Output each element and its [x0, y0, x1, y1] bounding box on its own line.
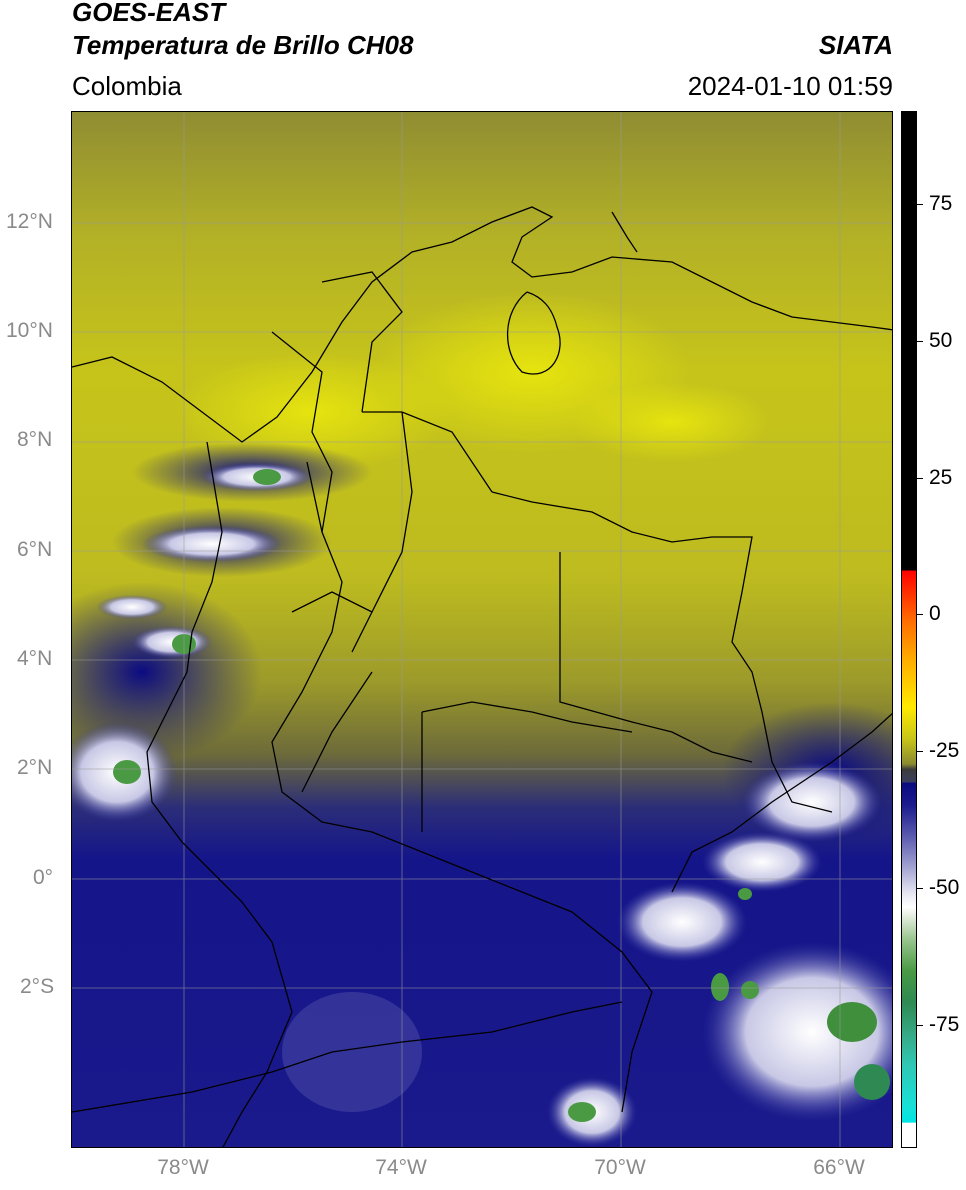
product-title: Temperatura de Brillo CH08	[72, 30, 414, 60]
lon-label: 66°W	[813, 1156, 865, 1179]
colorbar-label: -25	[929, 739, 960, 762]
colorbar-tick	[917, 1025, 923, 1026]
colorbar-tick	[917, 751, 923, 752]
temperature-colorbar	[901, 111, 917, 1148]
lat-label: 2°S	[20, 975, 55, 998]
lat-label: 2°N	[17, 756, 53, 779]
region-label: Colombia	[72, 71, 182, 101]
colorbar-label: 50	[929, 329, 953, 352]
lat-label: 4°N	[17, 647, 53, 670]
lat-label: 8°N	[17, 428, 53, 451]
satellite-title: GOES-EAST	[72, 0, 226, 27]
satellite-map[interactable]	[71, 111, 893, 1148]
colorbar-tick	[917, 341, 923, 342]
colorbar-label: 75	[929, 192, 953, 215]
lon-label: 74°W	[375, 1156, 427, 1179]
colorbar-label: 0	[929, 602, 941, 625]
lon-label: 78°W	[157, 1156, 209, 1179]
colorbar-label: -50	[929, 876, 960, 899]
colorbar-tick	[917, 478, 923, 479]
lat-label: 12°N	[6, 210, 53, 233]
colorbar-tick	[917, 614, 923, 615]
lat-label: 6°N	[17, 538, 53, 561]
lon-label: 70°W	[594, 1156, 646, 1179]
colorbar-label: 25	[929, 466, 953, 489]
brand-label: SIATA	[818, 30, 893, 60]
colorbar-tick	[917, 204, 923, 205]
lat-label: 10°N	[6, 319, 53, 342]
timestamp-label: 2024-01-10 01:59	[687, 71, 893, 101]
colorbar-tick	[917, 888, 923, 889]
lat-label: 0°	[33, 866, 54, 889]
colorbar-label: -75	[929, 1013, 960, 1036]
map-canvas	[72, 112, 892, 1147]
